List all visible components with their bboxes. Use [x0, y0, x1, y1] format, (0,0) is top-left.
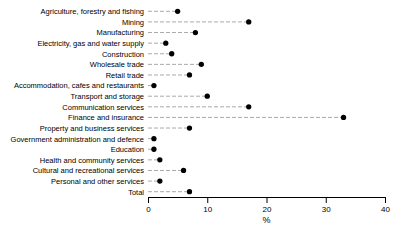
y-tick: Electricity, gas and water supply — [37, 39, 148, 48]
stem — [148, 106, 249, 107]
dot — [163, 40, 168, 45]
y-tick-label: Accommodation, cafes and restaurants — [14, 81, 144, 90]
y-tick-label: Finance and insurance — [68, 113, 144, 122]
y-tick-label: Health and community services — [40, 156, 144, 165]
dot — [187, 125, 192, 130]
x-tick-mark — [385, 197, 386, 203]
y-tick-label: Cultural and recreational services — [33, 166, 145, 175]
y-tick-label: Education — [111, 145, 144, 154]
y-tick-label: Total — [128, 188, 144, 197]
dot — [199, 62, 204, 67]
dot — [169, 51, 174, 56]
plot: 0 10 20 30 40 Agriculture, forestry and fishi… — [11, 7, 391, 213]
stem — [148, 117, 344, 118]
y-tick: Construction — [102, 50, 148, 59]
dot — [187, 189, 192, 194]
x-tick-label: 0 — [146, 205, 151, 214]
dot — [205, 94, 210, 99]
y-tick-label: Electricity, gas and water supply — [37, 39, 144, 48]
x-axis-title: % — [262, 215, 270, 225]
stem — [148, 74, 189, 75]
y-tick-label: Wholesale trade — [90, 60, 144, 69]
x-tick-mark — [148, 197, 149, 203]
marks — [148, 9, 346, 195]
x-tick-mark — [207, 197, 208, 203]
x-tick: 40 — [381, 197, 390, 214]
stem — [148, 191, 189, 192]
dot — [157, 178, 162, 183]
y-tick: Mining — [122, 18, 148, 27]
dot — [246, 104, 251, 109]
y-tick-label: Manufacturing — [96, 28, 144, 37]
y-tick-label: Personal and other services — [51, 177, 144, 186]
y-tick: Communication services — [62, 103, 148, 112]
dot — [187, 72, 192, 77]
dot — [193, 30, 198, 35]
x-tick-mark — [267, 197, 268, 203]
y-tick: Wholesale trade — [90, 60, 148, 69]
x-tick-label: 40 — [381, 205, 390, 214]
y-tick: Government administration and defence — [11, 135, 148, 144]
stem — [148, 11, 178, 12]
y-tick-label: Mining — [122, 18, 144, 27]
x-axis-line — [149, 198, 386, 204]
dot — [151, 147, 156, 152]
y-axis: Agriculture, forestry and fishing MiningM… — [11, 7, 148, 196]
y-tick-label: Agriculture, forestry and fishing — [41, 7, 144, 16]
y-tick: Finance and insurance — [68, 113, 148, 122]
dot — [157, 157, 162, 162]
stem — [148, 96, 207, 97]
y-tick-label: Construction — [102, 50, 144, 59]
y-tick-label: Retail trade — [106, 71, 144, 80]
x-tick: 20 — [263, 197, 272, 214]
y-tick: Retail trade — [106, 71, 148, 80]
y-tick-label: Property and business services — [40, 124, 144, 133]
stem — [148, 32, 195, 33]
chart: 0 10 20 30 40 Agriculture, forestry and fishi… — [0, 0, 397, 227]
y-tick: Manufacturing — [96, 28, 148, 37]
dot — [181, 168, 186, 173]
y-tick: Transport and storage — [70, 92, 148, 101]
stem — [148, 53, 172, 54]
y-tick-label: Transport and storage — [70, 92, 144, 101]
dot — [151, 83, 156, 88]
y-tick: Agriculture, forestry and fishing — [41, 7, 148, 16]
y-tick-label: Government administration and defence — [11, 135, 144, 144]
stem — [148, 21, 249, 22]
y-tick: Total — [128, 188, 148, 197]
x-axis: 0 10 20 30 40 — [146, 197, 390, 214]
stem — [148, 43, 166, 44]
x-tick: 30 — [322, 197, 331, 214]
dot — [341, 115, 346, 120]
y-tick: Personal and other services — [51, 177, 148, 186]
y-tick: Property and business services — [40, 124, 148, 133]
x-tick-mark — [326, 197, 327, 203]
stem — [148, 170, 184, 171]
x-tick: 0 — [146, 197, 151, 214]
x-tick: 10 — [203, 197, 212, 214]
y-tick: Health and community services — [40, 156, 148, 165]
dot — [151, 136, 156, 141]
dot — [246, 19, 251, 24]
x-tick-label: 20 — [263, 205, 272, 214]
y-tick-label: Communication services — [62, 103, 144, 112]
x-tick-label: 30 — [322, 205, 331, 214]
stem — [148, 64, 201, 65]
y-tick: Education — [111, 145, 148, 154]
dot — [175, 9, 180, 14]
y-tick: Accommodation, cafes and restaurants — [14, 81, 148, 90]
stem — [148, 128, 189, 129]
x-tick-label: 10 — [203, 205, 212, 214]
y-tick: Cultural and recreational services — [33, 166, 148, 175]
